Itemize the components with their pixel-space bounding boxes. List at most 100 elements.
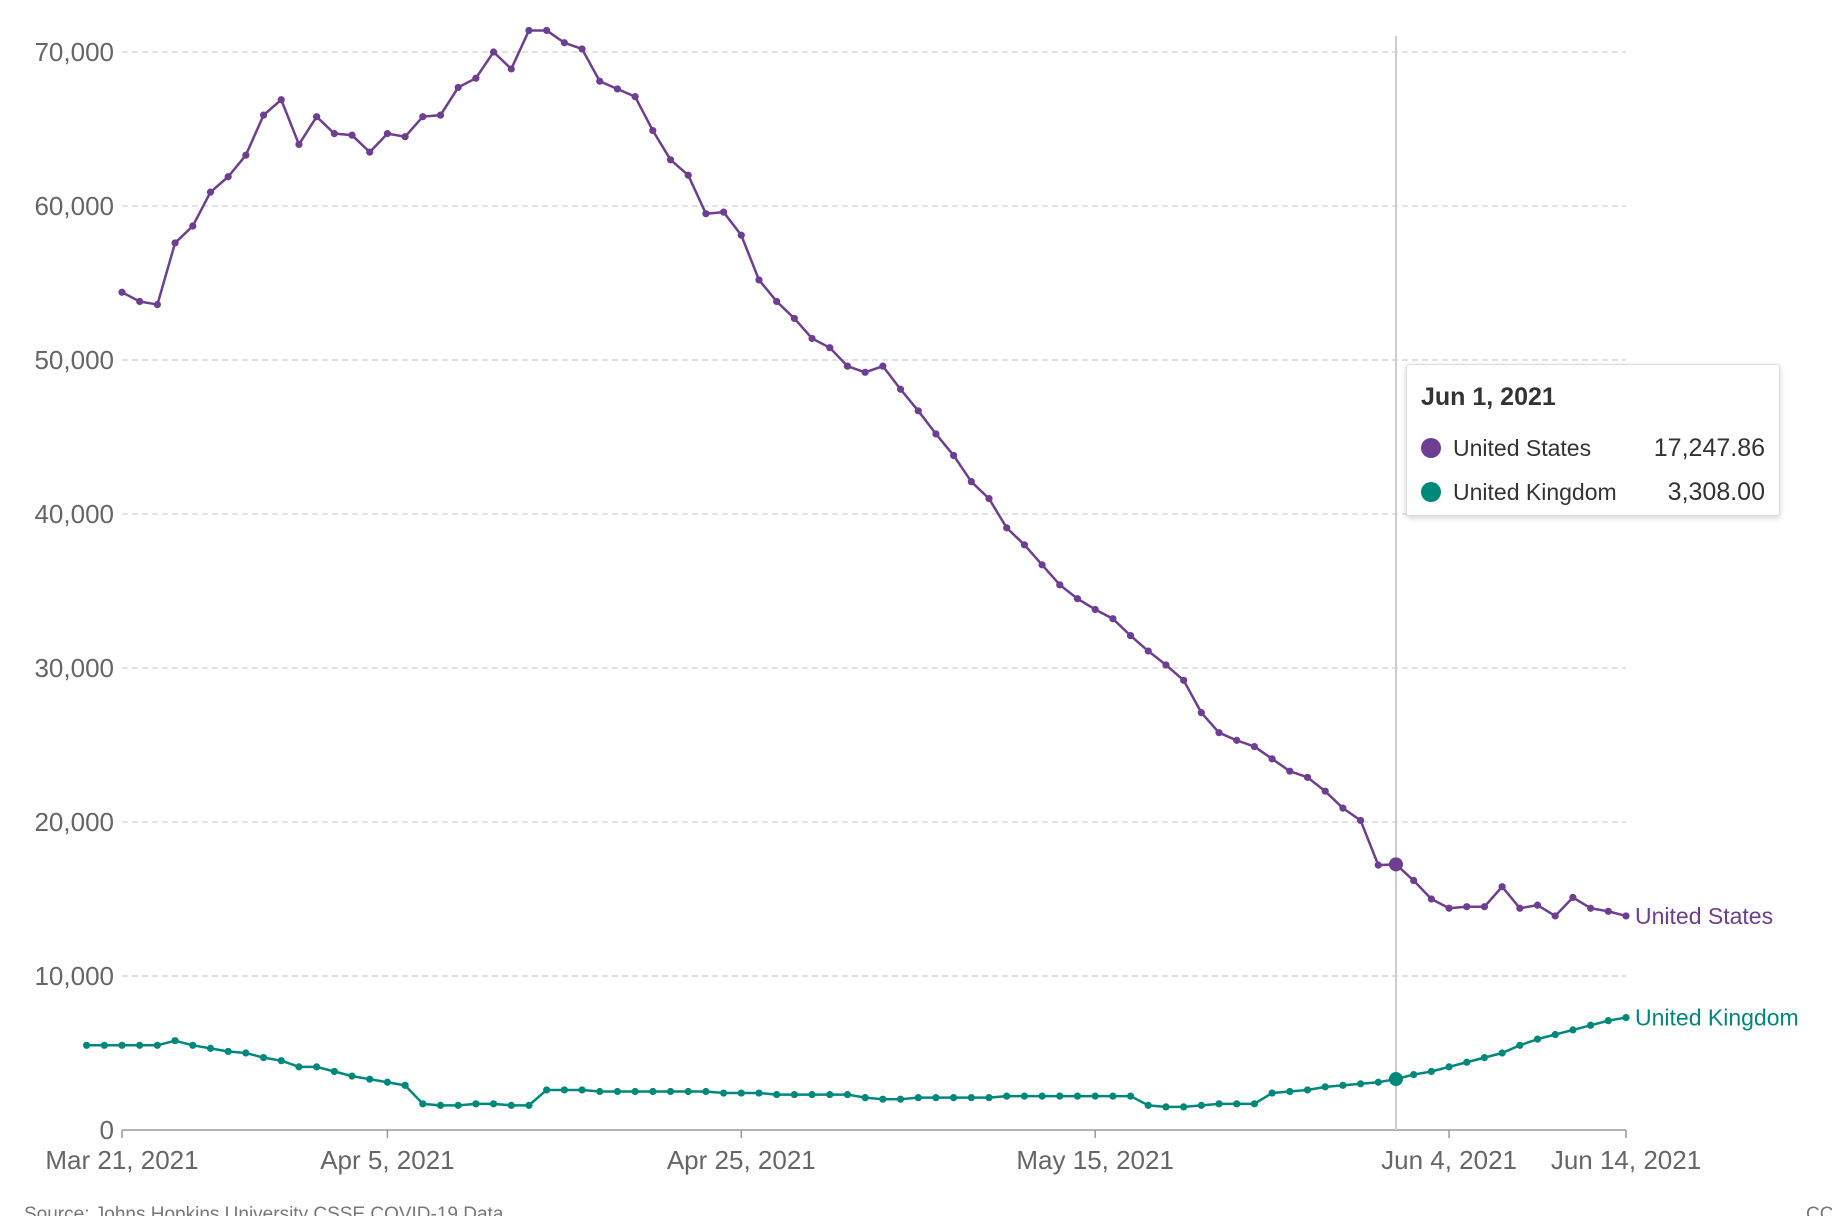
data-point — [1374, 861, 1382, 869]
data-point — [932, 430, 940, 438]
data-point — [383, 1078, 392, 1086]
tooltip-row-us: United States 17,247.86 — [1421, 426, 1765, 470]
series-layer — [83, 26, 1630, 1111]
data-point — [1604, 1017, 1612, 1025]
data-point — [1073, 595, 1082, 603]
data-point — [596, 77, 604, 85]
data-point — [259, 1054, 268, 1062]
data-point — [790, 1090, 798, 1099]
data-point — [666, 1087, 675, 1096]
data-point — [1321, 787, 1329, 795]
data-point — [985, 1094, 993, 1102]
data-point — [1498, 883, 1506, 891]
data-point — [153, 300, 161, 309]
data-point — [613, 85, 622, 93]
data-point — [295, 140, 303, 148]
data-point — [330, 1067, 338, 1076]
y-tick-label: 60,000 — [34, 191, 114, 221]
series-end-label: United States — [1635, 903, 1773, 929]
tooltip-series-value: 3,308.00 — [1667, 477, 1765, 506]
data-point — [1533, 1035, 1542, 1043]
hover-point — [1388, 857, 1403, 872]
data-point — [1427, 895, 1435, 903]
data-point — [1427, 1067, 1435, 1076]
grid-layer — [122, 51, 1626, 977]
data-point — [1445, 1063, 1453, 1071]
data-point — [560, 39, 568, 47]
data-point — [454, 1101, 462, 1109]
data-point — [1250, 742, 1259, 751]
data-point — [1463, 903, 1471, 911]
data-point — [472, 74, 480, 82]
data-point — [1286, 767, 1294, 775]
data-point — [773, 1090, 781, 1099]
data-point — [1480, 1054, 1489, 1062]
data-point — [720, 208, 728, 216]
data-point — [1126, 632, 1135, 640]
data-point — [1268, 1089, 1276, 1097]
data-point — [206, 1044, 215, 1052]
data-point — [1091, 605, 1099, 614]
data-point — [83, 1041, 91, 1049]
data-point — [1038, 1092, 1046, 1100]
data-point — [206, 188, 215, 196]
data-point — [684, 1087, 692, 1096]
data-point — [1003, 524, 1011, 532]
data-point — [543, 26, 551, 35]
data-point — [383, 130, 392, 138]
data-point — [330, 130, 338, 138]
data-point — [419, 113, 427, 121]
x-tick-label: Jun 14, 2021 — [1551, 1145, 1701, 1175]
data-point — [436, 1101, 445, 1109]
data-point — [773, 297, 781, 306]
data-point — [914, 407, 922, 415]
data-point — [277, 96, 285, 104]
data-point — [1003, 1092, 1011, 1100]
tooltip: Jun 1, 2021 United States 17,247.86 Unit… — [1406, 364, 1780, 516]
data-point — [1356, 1080, 1365, 1088]
uk-color-dot-icon — [1421, 482, 1441, 502]
data-point — [560, 1086, 568, 1094]
data-point — [578, 1086, 586, 1094]
data-point — [1533, 901, 1542, 909]
data-point — [1073, 1092, 1082, 1100]
data-point — [1569, 893, 1577, 902]
data-point — [189, 1041, 197, 1049]
data-point — [790, 314, 798, 323]
data-point — [507, 1101, 515, 1109]
data-point — [1622, 912, 1630, 920]
data-point — [1498, 1049, 1506, 1057]
data-point — [525, 26, 533, 35]
data-point — [1162, 1103, 1170, 1111]
data-point — [631, 93, 639, 101]
data-point — [1551, 912, 1559, 920]
data-point — [950, 451, 958, 460]
data-point — [1268, 755, 1276, 763]
data-point — [1056, 581, 1064, 589]
data-point — [1303, 1086, 1312, 1094]
data-point — [171, 1037, 179, 1045]
data-point — [118, 1041, 126, 1049]
tooltip-row-uk: United Kingdom 3,308.00 — [1421, 470, 1765, 514]
data-point — [1109, 615, 1117, 623]
data-point — [1321, 1083, 1329, 1091]
data-point — [1180, 1103, 1188, 1111]
tooltip-series-value: 17,247.86 — [1653, 433, 1765, 462]
data-point — [366, 148, 374, 156]
data-point — [861, 368, 869, 376]
data-point — [1215, 1100, 1223, 1108]
data-point — [348, 1072, 356, 1080]
data-point — [1144, 647, 1152, 655]
data-point — [1516, 904, 1524, 912]
x-tick-label: May 15, 2021 — [1016, 1145, 1174, 1175]
data-point — [100, 1041, 108, 1049]
series-line — [86, 1016, 1627, 1109]
data-point — [171, 239, 179, 247]
data-point — [136, 1041, 144, 1049]
y-axis: 0 10,000 20,000 30,000 40,000 50,000 60,000 70,… — [34, 37, 114, 1145]
data-point — [1233, 736, 1241, 744]
data-point — [295, 1063, 303, 1071]
data-point — [896, 385, 905, 393]
data-point — [401, 1081, 409, 1089]
data-point — [932, 1094, 940, 1102]
